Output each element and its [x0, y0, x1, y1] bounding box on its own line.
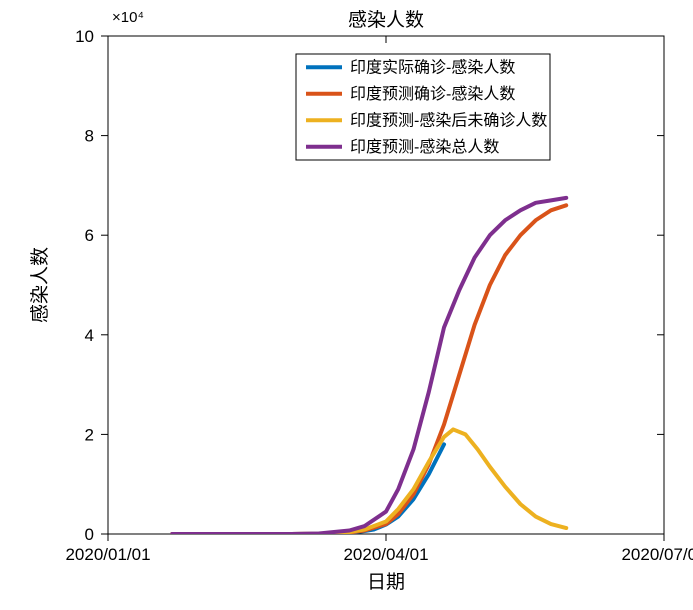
chart-container: 0 2 4 6 8 10 2020/01/01 2020/04/01 2020/07/01 ×10… — [0, 0, 693, 610]
y-tick-label: 10 — [75, 27, 94, 46]
series-line — [172, 429, 566, 534]
legend-label: 印度预测-感染后未确诊人数 — [350, 111, 547, 129]
x-axis-label: 日期 — [367, 571, 405, 593]
y-exponent-label: ×10⁴ — [112, 9, 144, 26]
series-line — [172, 205, 566, 534]
chart-title: 感染人数 — [348, 9, 424, 31]
y-tick-label: 6 — [85, 226, 94, 245]
y-tick-label: 2 — [85, 425, 94, 444]
series-line — [172, 444, 444, 534]
legend-label: 印度实际确诊-感染人数 — [350, 58, 515, 76]
legend-label: 印度预测-感染总人数 — [350, 138, 499, 156]
line-chart: 0 2 4 6 8 10 2020/01/01 2020/04/01 2020/07/01 ×10… — [0, 0, 693, 610]
legend-label: 印度预测确诊-感染人数 — [350, 85, 515, 103]
x-tick-label: 2020/01/01 — [65, 545, 150, 564]
x-tick-label: 2020/07/01 — [621, 545, 693, 564]
y-tick-label: 0 — [85, 525, 94, 544]
y-tick-label: 4 — [85, 326, 94, 345]
y-tick-label: 8 — [85, 127, 94, 146]
x-tick-label: 2020/04/01 — [343, 545, 428, 564]
y-axis-label: 感染人数 — [29, 247, 51, 323]
series-line — [172, 198, 566, 534]
